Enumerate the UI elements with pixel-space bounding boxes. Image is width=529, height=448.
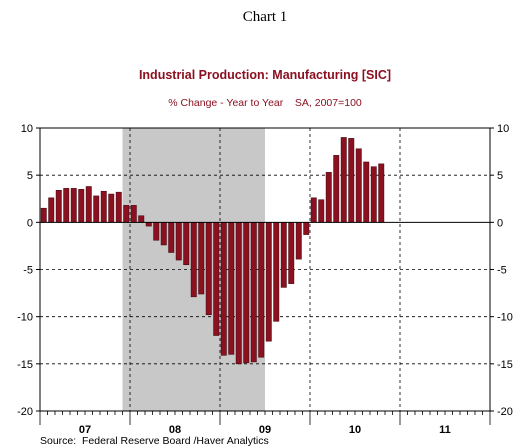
plot-area: 10 10 5 5 0 0 -5 -5 -10 -10 -15 -15 -20 -20 07 08 09 10 11	[17, 123, 513, 436]
bar	[138, 215, 145, 223]
bar	[213, 222, 220, 336]
bar	[355, 148, 362, 223]
y-tick-label-right: 5	[497, 170, 503, 182]
y-tick-label-left: 5	[27, 170, 33, 182]
bar	[183, 222, 190, 266]
bar	[310, 197, 317, 223]
y-tick-label-right: -15	[497, 359, 513, 371]
bar	[250, 222, 257, 363]
bar	[160, 222, 167, 246]
bar	[168, 222, 175, 253]
bar	[85, 186, 92, 223]
bar	[295, 222, 302, 260]
bar	[280, 222, 287, 288]
bar	[258, 222, 265, 358]
bar	[130, 205, 137, 223]
y-tick-label-right: -10	[497, 312, 513, 324]
bar	[63, 188, 70, 223]
bar	[55, 190, 62, 223]
bar	[70, 188, 77, 223]
y-tick-label-left: -20	[17, 406, 33, 418]
bar	[175, 222, 182, 261]
bar	[93, 195, 100, 223]
bar	[303, 222, 310, 235]
x-tick-label: 08	[169, 424, 181, 436]
bar	[370, 166, 377, 223]
y-tick-label-right: 10	[497, 123, 509, 135]
chart-subtitle: % Change - Year to Year SA, 2007=100	[168, 97, 362, 109]
bar	[228, 222, 235, 355]
bar	[378, 163, 385, 223]
bar	[348, 138, 355, 223]
bar	[108, 193, 115, 223]
bar	[235, 222, 242, 365]
y-tick-label-right: 0	[497, 217, 503, 229]
bar	[205, 222, 212, 316]
bar	[340, 137, 347, 223]
x-tick-label: 11	[439, 424, 451, 436]
bar	[333, 155, 340, 223]
bar	[265, 222, 272, 342]
bar	[190, 222, 197, 298]
y-tick-label-right: -20	[497, 406, 513, 418]
y-tick-label-left: -5	[23, 265, 33, 277]
bar	[100, 190, 107, 223]
chart-header: Chart 1	[243, 9, 288, 25]
bar	[123, 205, 130, 223]
y-tick-label-left: -10	[17, 312, 33, 324]
bar	[115, 191, 122, 223]
bar	[243, 222, 250, 364]
bar	[40, 207, 47, 223]
y-tick-label-left: 10	[21, 123, 33, 135]
bar	[78, 189, 85, 223]
source-note: Source: Federal Reserve Board /Haver Ana…	[40, 435, 269, 447]
bar	[288, 222, 295, 284]
y-tick-label-right: -5	[497, 265, 507, 277]
x-tick-label: 10	[349, 424, 361, 436]
bar	[318, 199, 325, 223]
bar	[273, 222, 280, 322]
x-tick-label: 07	[79, 424, 91, 436]
y-tick-label-left: -15	[17, 359, 33, 371]
bar	[363, 161, 370, 223]
x-tick-label: 09	[259, 424, 271, 436]
bar	[220, 222, 227, 356]
y-tick-label-left: 0	[27, 217, 33, 229]
bar	[198, 222, 205, 295]
bar	[325, 172, 332, 223]
chart-title: Industrial Production: Manufacturing [SI…	[139, 68, 391, 82]
bar	[153, 222, 160, 241]
bar	[48, 197, 55, 223]
bar	[145, 222, 152, 227]
